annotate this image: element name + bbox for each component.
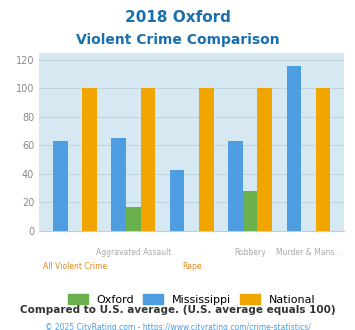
Text: © 2025 CityRating.com - https://www.cityrating.com/crime-statistics/: © 2025 CityRating.com - https://www.city… bbox=[45, 323, 310, 330]
Text: 2018 Oxford: 2018 Oxford bbox=[125, 10, 230, 25]
Text: Aggravated Assault: Aggravated Assault bbox=[95, 248, 171, 257]
Bar bbox=[126, 207, 141, 231]
Bar bbox=[316, 88, 331, 231]
Text: Compared to U.S. average. (U.S. average equals 100): Compared to U.S. average. (U.S. average … bbox=[20, 305, 335, 315]
Bar bbox=[228, 141, 243, 231]
Bar bbox=[111, 138, 126, 231]
Text: Rape: Rape bbox=[182, 262, 201, 271]
Legend: Oxford, Mississippi, National: Oxford, Mississippi, National bbox=[63, 290, 320, 310]
Bar bbox=[170, 170, 184, 231]
Text: All Violent Crime: All Violent Crime bbox=[43, 262, 107, 271]
Bar bbox=[286, 66, 301, 231]
Bar bbox=[199, 88, 214, 231]
Bar bbox=[257, 88, 272, 231]
Text: Murder & Mans...: Murder & Mans... bbox=[276, 248, 341, 257]
Bar bbox=[82, 88, 97, 231]
Bar bbox=[141, 88, 155, 231]
Text: Robbery: Robbery bbox=[234, 248, 266, 257]
Bar bbox=[243, 191, 257, 231]
Text: Violent Crime Comparison: Violent Crime Comparison bbox=[76, 33, 279, 47]
Bar bbox=[53, 141, 67, 231]
